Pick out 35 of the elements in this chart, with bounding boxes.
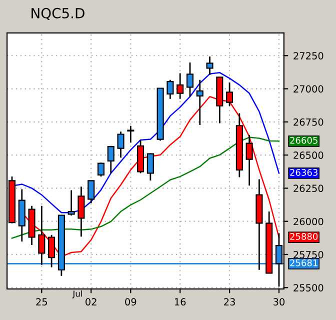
y-tick-label: 25500 bbox=[294, 284, 324, 292]
candlestick bbox=[88, 180, 95, 204]
candlestick bbox=[186, 62, 194, 98]
candlestick bbox=[206, 56, 214, 76]
candlestick bbox=[196, 79, 204, 126]
x-tick-label: 02 bbox=[86, 298, 96, 306]
line-series bbox=[11, 136, 280, 239]
y-tick-label: 27250 bbox=[294, 52, 324, 60]
x-tick-label: 25 bbox=[36, 298, 47, 306]
candlestick bbox=[68, 190, 75, 216]
y-tick-label: 26250 bbox=[294, 184, 324, 192]
candlestick bbox=[97, 162, 105, 178]
candlestick bbox=[127, 125, 134, 144]
data-label: 25880 bbox=[290, 233, 318, 240]
chart-title: NQC5.D bbox=[32, 8, 84, 20]
y-tick-label: 25750 bbox=[294, 250, 324, 258]
y-tick-label: 26000 bbox=[294, 218, 324, 226]
candlestick bbox=[78, 186, 85, 238]
candlestick bbox=[166, 79, 174, 100]
candlestick bbox=[146, 152, 154, 182]
candlestick bbox=[107, 145, 114, 174]
y-tick-label: 27000 bbox=[294, 85, 324, 93]
candlestick bbox=[117, 130, 124, 158]
y-tick-label: 26750 bbox=[294, 118, 324, 126]
data-label: 26363 bbox=[290, 169, 318, 176]
text: Jul bbox=[72, 290, 82, 298]
x-tick-label: 23 bbox=[224, 298, 235, 306]
x-tick-label: 30 bbox=[274, 298, 285, 306]
y-tick-label: 26500 bbox=[294, 152, 324, 159]
x-tick-label: 16 bbox=[174, 298, 186, 306]
x-tick-label: 09 bbox=[125, 298, 136, 306]
data-label: 26605 bbox=[290, 136, 318, 144]
ref-line-label: 25681 bbox=[290, 259, 318, 266]
candlestick bbox=[246, 134, 253, 186]
candlestick bbox=[176, 72, 184, 100]
